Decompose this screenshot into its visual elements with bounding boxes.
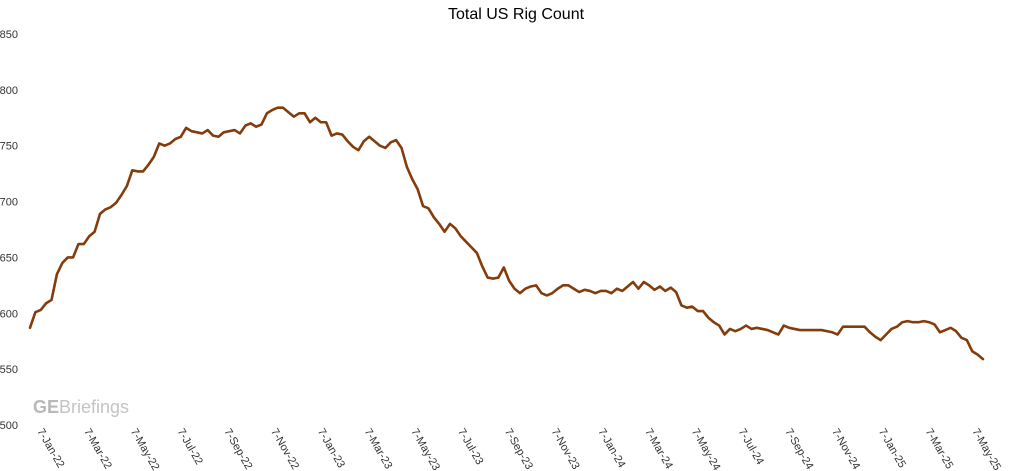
y-tick-label: 700 (0, 197, 18, 209)
x-tick-label: 7-Mar-22 (81, 427, 114, 471)
y-tick-label: 750 (0, 141, 18, 153)
x-tick-label: 7-May-23 (408, 427, 442, 471)
x-tick-label: 7-Nov-24 (829, 427, 862, 471)
x-tick-label: 7-Sep-23 (502, 427, 535, 471)
y-axis: 500 550 600 650 700 750 800 850 (0, 29, 18, 432)
series-line (28, 106, 985, 361)
x-tick-label: 7-May-25 (969, 427, 1003, 471)
x-tick-label: 7-Mar-25 (923, 427, 956, 471)
y-tick-label: 550 (0, 364, 18, 376)
x-tick-label: 7-Jan-24 (595, 427, 627, 471)
chart-title: Total US Rig Count (448, 6, 585, 23)
x-tick-label: 7-Jan-23 (315, 427, 347, 471)
x-tick-label: 7-Jan-25 (876, 427, 908, 471)
x-tick-label: 7-Mar-24 (642, 427, 675, 471)
x-axis: 7-Jan-22 7-Mar-22 7-May-22 7-Jul-22 7-Sep-22… (34, 427, 1003, 471)
watermark-bold: GE (33, 397, 59, 417)
x-tick-label: 7-May-24 (689, 427, 723, 471)
y-tick-label: 500 (0, 420, 18, 432)
x-tick-label: 7-May-22 (128, 427, 162, 471)
y-tick-label: 800 (0, 85, 18, 97)
y-tick-label: 850 (0, 29, 18, 41)
plot-area (28, 106, 985, 361)
y-tick-label: 650 (0, 252, 18, 264)
x-tick-label: 7-Mar-23 (362, 427, 395, 471)
x-tick-label: 7-Sep-24 (782, 427, 815, 471)
x-tick-label: 7-Jan-22 (34, 427, 66, 471)
x-tick-label: 7-Jul-24 (736, 427, 766, 467)
x-tick-label: 7-Jul-23 (455, 427, 485, 467)
x-tick-label: 7-Nov-23 (549, 427, 582, 471)
y-tick-label: 600 (0, 308, 18, 320)
watermark-regular: Briefings (59, 397, 129, 417)
watermark-logo: GEBriefings (33, 397, 129, 417)
x-tick-label: 7-Jul-22 (175, 427, 205, 467)
x-tick-label: 7-Sep-22 (221, 427, 254, 471)
x-tick-label: 7-Nov-22 (268, 427, 301, 471)
